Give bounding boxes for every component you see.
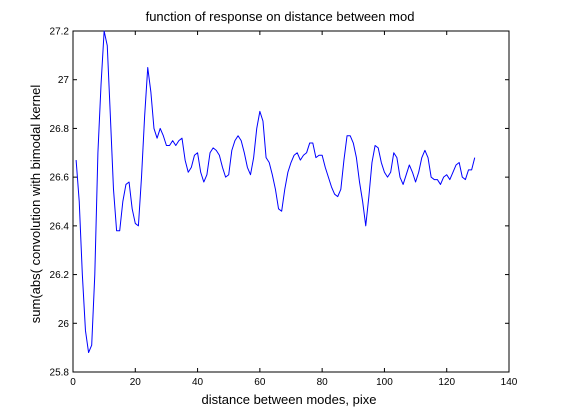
x-tick-label: 100 <box>376 377 393 388</box>
y-tick-label: 26.6 <box>50 173 70 184</box>
y-tick-label: 26 <box>58 319 70 330</box>
y-axis-label: sum(abs( convolution with bimodal kernel <box>28 85 43 324</box>
x-tick-label: 120 <box>438 377 455 388</box>
series-line <box>75 30 476 354</box>
x-tick-label: 0 <box>70 377 76 388</box>
x-tick-label: 40 <box>192 377 204 388</box>
x-tick-label: 60 <box>254 377 266 388</box>
y-tick-label: 26.8 <box>50 124 70 135</box>
y-tick-label: 26.4 <box>50 221 70 232</box>
y-tick-label: 25.8 <box>50 368 70 379</box>
y-tick-label: 27.2 <box>50 27 70 38</box>
x-tick-label: 140 <box>501 377 518 388</box>
x-tick-label: 80 <box>317 377 329 388</box>
x-tick-label: 20 <box>130 377 142 388</box>
chart-title: function of response on distance between… <box>146 9 415 24</box>
y-tick-label: 26.2 <box>50 270 70 281</box>
y-tick-label: 27 <box>58 75 70 86</box>
plot-area: 0 20 40 60 80 100 120 140 25.8 26 26.2 26.4 26.6 26.8… <box>50 27 518 389</box>
axes-box <box>72 30 510 373</box>
x-axis-label: distance between modes, pixe <box>202 392 377 407</box>
